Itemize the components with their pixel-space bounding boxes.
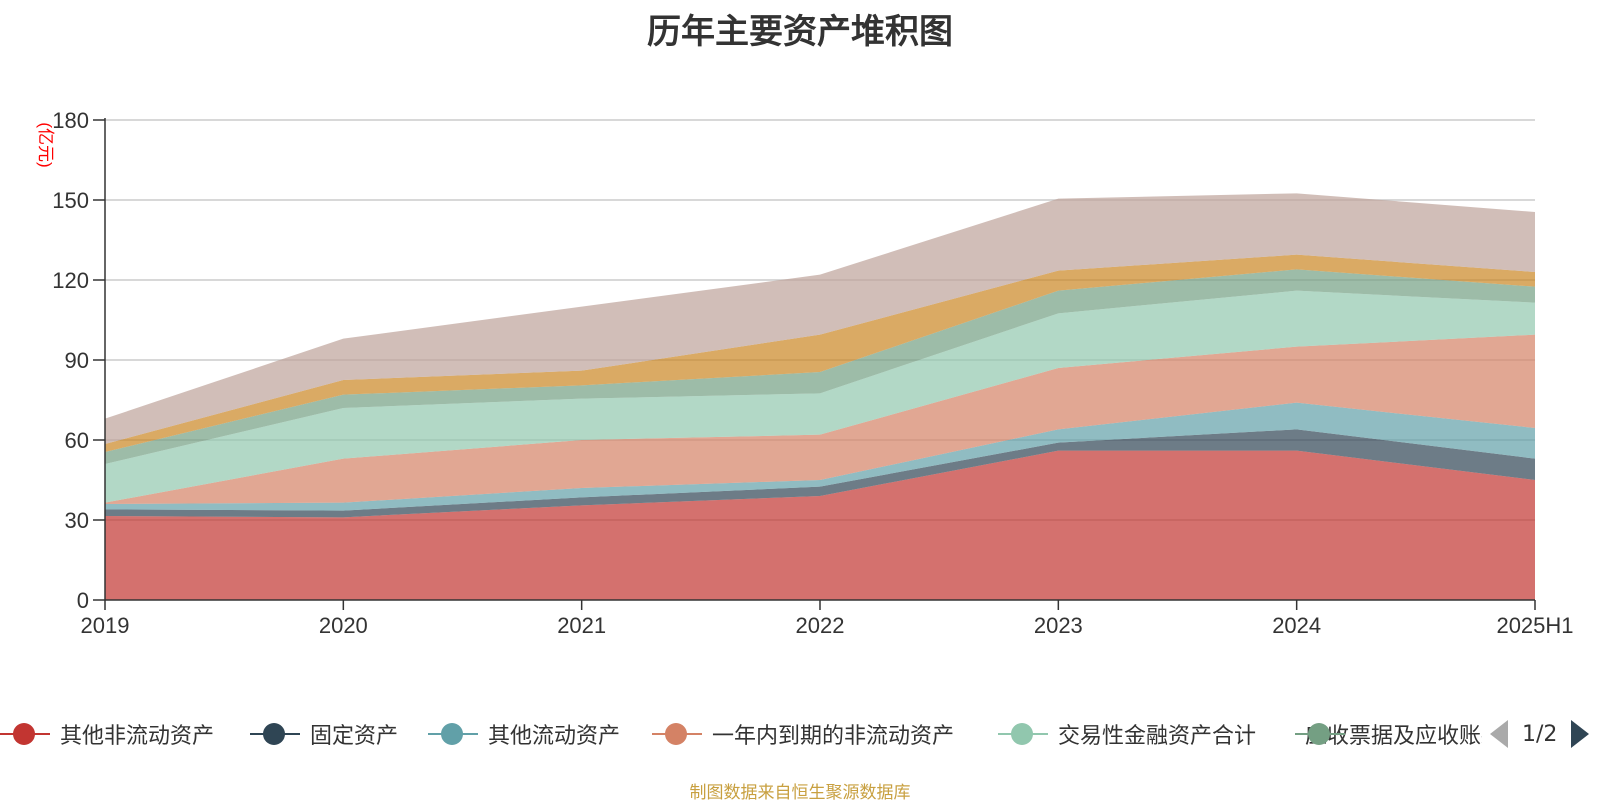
legend-prev-page-icon[interactable] [1490,720,1508,748]
legend-item[interactable]: 其他非流动资产 [0,714,214,754]
y-tick-label: 150 [52,188,89,213]
legend-pager: 1/2 [1490,714,1590,754]
x-tick-label: 2024 [1272,613,1321,638]
legend-label: 交易性金融资产合计 [1058,724,1257,749]
chart-title: 历年主要资产堆积图 [647,12,953,52]
legend-swatch-icon [250,714,300,754]
y-axis-unit-label: (亿元) [36,122,55,167]
x-tick-label: 2021 [557,613,606,638]
x-tick-label: 2023 [1034,613,1083,638]
legend-swatch-icon [428,714,478,754]
y-tick-label: 60 [65,428,89,453]
area-series-3 [105,402,1535,511]
y-tick-label: 120 [52,268,89,293]
area-series [105,193,1535,600]
axes: 0 30 60 90 120 150 180 2019 2020 2021 2022 2023 2024… [52,108,1573,638]
data-source-note: 制图数据来自恒生聚源数据库 [689,783,911,803]
area-series-6 [105,269,1535,464]
legend-item[interactable]: 交易性金融资产合计 [998,714,1256,754]
legend-item[interactable]: 其他流动资产 [428,714,620,754]
area-series-5 [105,290,1535,503]
legend-label: 固定资产 [310,724,399,749]
x-tick-label: 2022 [796,613,845,638]
legend-item[interactable]: 固定资产 [250,714,398,754]
legend-item[interactable]: 应收票据及应收账款 [1295,714,1482,754]
legend-label: 其他流动资产 [488,724,621,749]
x-tick-label: 2020 [319,613,368,638]
y-tick-label: 90 [65,348,89,373]
y-tick-label: 30 [65,508,89,533]
x-tick-label: 2019 [81,613,130,638]
legend-swatch-icon [652,714,702,754]
legend-item[interactable]: 一年内到期的非流动资产 [652,714,954,754]
area-series-1 [105,450,1535,600]
legend: 其他非流动资产 固定资产 其他流动资产 一年内到期的非流动资产 交易性金融资产合计 应收票… [0,714,1600,754]
legend-swatch-icon [998,714,1048,754]
area-series-7 [105,254,1535,452]
legend-label: 一年内到期的非流动资产 [712,724,955,749]
stacked-area-chart: 0 30 60 90 120 150 180 2019 2020 2021 2022 2023 2024… [36,108,1574,638]
y-tick-label: 0 [77,588,89,613]
legend-swatch-icon [0,714,50,754]
legend-next-page-icon[interactable] [1571,720,1590,748]
legend-label: 应收票据及应收账款 [1305,724,1482,749]
area-series-4 [105,334,1535,504]
area-series-8 [105,193,1535,444]
legend-page-indicator: 1/2 [1522,721,1558,747]
legend-label: 其他非流动资产 [60,724,215,749]
x-tick-label: 2025H1 [1496,613,1573,638]
y-tick-label: 180 [52,108,89,133]
